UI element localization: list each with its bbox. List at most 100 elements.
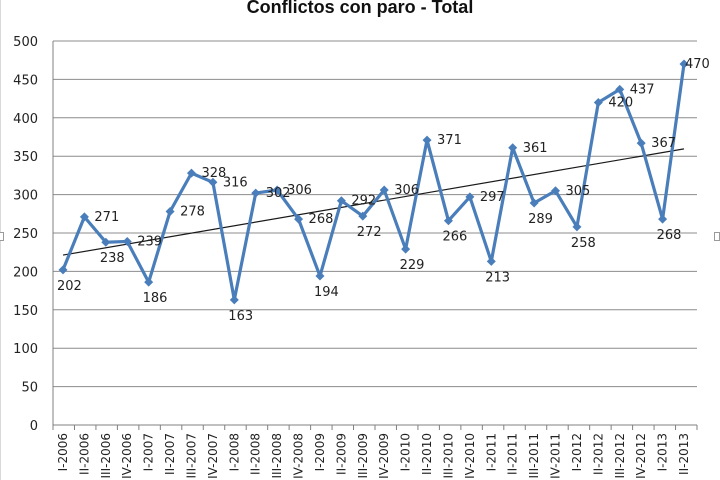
- x-tick-label: I-2007: [142, 433, 156, 471]
- y-tick-label: 500: [13, 35, 38, 50]
- y-tick-label: 450: [13, 73, 38, 88]
- data-label: 361: [523, 141, 548, 156]
- y-tick-label: 50: [21, 381, 38, 396]
- data-label: 305: [566, 184, 591, 199]
- y-axis: 0 50 100 150 200 250 300 350 400 450 500: [13, 35, 54, 434]
- data-point: [229, 295, 239, 305]
- data-label: 258: [571, 236, 596, 251]
- data-point: [101, 237, 111, 247]
- data-label: 268: [309, 212, 334, 227]
- x-tick-label: III-2006: [99, 433, 113, 479]
- series-line: [61, 63, 686, 302]
- data-point: [572, 222, 582, 232]
- x-tick-label: I-2009: [313, 433, 327, 471]
- data-point: [186, 168, 196, 178]
- x-tick-label: IV-2011: [549, 433, 563, 479]
- data-label: 328: [201, 166, 226, 181]
- data-point: [422, 135, 432, 145]
- data-label: 302: [266, 186, 291, 201]
- data-point: [636, 138, 646, 148]
- data-label: 316: [223, 175, 248, 190]
- x-tick-label: IV-2006: [120, 433, 134, 479]
- data-point: [593, 97, 603, 107]
- data-point: [315, 271, 325, 281]
- y-tick-label: 0: [30, 419, 38, 434]
- x-tick-label: II-2009: [334, 433, 348, 475]
- y-tick-label: 150: [13, 304, 38, 319]
- chart-title: Conflictos con paro - Total: [246, 0, 474, 17]
- data-point: [251, 188, 261, 198]
- data-label: 306: [287, 183, 312, 198]
- x-tick-label: I-2010: [399, 433, 413, 471]
- data-label: 238: [100, 251, 125, 266]
- x-tick-label: II-2011: [506, 433, 520, 475]
- data-point: [122, 236, 132, 246]
- y-tick-label: 100: [13, 342, 38, 357]
- x-tick-label: IV-2009: [377, 433, 391, 479]
- x-tick-label: III-2011: [527, 433, 541, 479]
- x-tick-label: II-2013: [677, 433, 691, 475]
- y-tick-label: 250: [13, 227, 38, 242]
- x-tick-label: IV-2007: [206, 433, 220, 479]
- data-label: 289: [528, 212, 553, 227]
- data-label: 229: [400, 258, 425, 273]
- y-tick-label: 350: [13, 150, 38, 165]
- data-label: 297: [480, 190, 505, 205]
- resize-handle-left[interactable]: [0, 232, 4, 241]
- data-label: 268: [657, 228, 682, 243]
- x-tick-label: I-2006: [56, 433, 70, 471]
- data-label: 271: [94, 210, 119, 225]
- data-point: [294, 214, 304, 224]
- x-axis: I-2006 II-2006 III-2006 IV-2006 I-2007 II-200…: [52, 424, 698, 479]
- data-point: [658, 214, 668, 224]
- x-tick-label: I-2012: [570, 433, 584, 471]
- data-label: 202: [57, 279, 82, 294]
- x-tick-label: I-2011: [484, 433, 498, 471]
- x-tick-label: I-2008: [227, 433, 241, 471]
- data-series: [58, 59, 689, 305]
- data-point: [529, 198, 539, 208]
- x-tick-label: II-2006: [77, 433, 91, 475]
- x-tick-label: IV-2012: [634, 433, 648, 479]
- y-tick-label: 200: [13, 265, 38, 280]
- data-point: [401, 244, 411, 254]
- data-label: 272: [357, 225, 382, 240]
- x-tick-label: II-2010: [420, 433, 434, 475]
- data-label: 213: [485, 270, 510, 285]
- data-point: [379, 185, 389, 195]
- x-tick-label: III-2009: [356, 433, 370, 479]
- data-label: 292: [351, 194, 376, 209]
- data-point: [551, 186, 561, 196]
- x-tick-label: II-2012: [591, 433, 605, 475]
- data-point: [358, 211, 368, 221]
- x-tick-label: III-2008: [270, 433, 284, 479]
- data-point: [336, 196, 346, 206]
- data-point: [165, 206, 175, 216]
- data-label: 367: [651, 136, 676, 151]
- y-tick-label: 400: [13, 112, 38, 127]
- data-label: 371: [437, 133, 462, 148]
- data-point: [508, 143, 518, 153]
- data-label: 437: [630, 82, 655, 97]
- data-point: [486, 256, 496, 266]
- data-label: 163: [228, 309, 253, 324]
- data-point: [79, 212, 89, 222]
- x-tick-label: III-2010: [441, 433, 455, 479]
- data-point: [465, 192, 475, 202]
- data-label: 266: [442, 230, 467, 245]
- x-tick-label: II-2007: [163, 433, 177, 475]
- x-tick-label: II-2008: [249, 433, 263, 475]
- data-label: 470: [685, 57, 710, 72]
- data-point: [58, 265, 68, 275]
- data-point: [615, 84, 625, 94]
- data-label: 278: [180, 204, 205, 219]
- x-tick-label: IV-2008: [292, 433, 306, 479]
- data-label: 239: [137, 234, 162, 249]
- data-labels: 2022712382391862783283161633023062681942…: [57, 57, 710, 324]
- x-tick-label: IV-2010: [463, 433, 477, 479]
- x-tick-label: III-2007: [184, 433, 198, 479]
- x-tick-label: III-2012: [613, 433, 627, 479]
- data-label: 194: [314, 285, 339, 300]
- data-label: 420: [608, 95, 633, 110]
